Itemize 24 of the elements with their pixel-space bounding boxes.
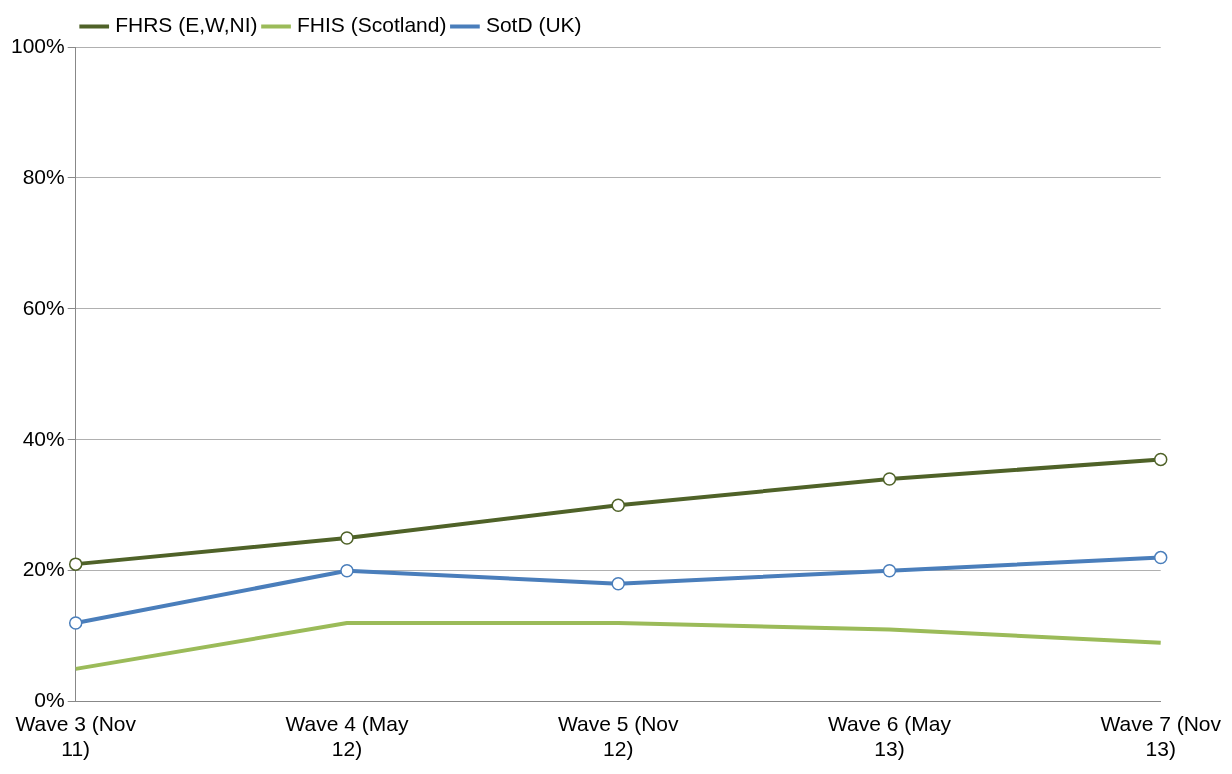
x-tick-label: Wave 4 (May 12) — [285, 712, 409, 761]
point — [340, 563, 354, 578]
legend-label: SotD (UK) — [485, 13, 582, 37]
point — [68, 557, 83, 571]
legend-label: FHRS (E,W,NI) — [115, 13, 258, 37]
y-tick-label: 60% — [22, 295, 65, 319]
y-tick-label: 0% — [34, 688, 65, 712]
y-tick-label: 80% — [22, 164, 65, 188]
x-tick-label: Wave 7 (Nov 13) — [1100, 712, 1222, 761]
y-tick-label: 100% — [10, 33, 65, 57]
point — [340, 531, 354, 545]
y-tick-label: 20% — [22, 557, 65, 581]
point — [1153, 452, 1168, 467]
x-tick-label: Wave 6 (May 13) — [828, 712, 952, 761]
x-tick-label: Wave 3 (Nov 11) — [15, 712, 137, 761]
legend-label: FHIS (Scotland) — [297, 13, 447, 37]
point — [882, 472, 897, 486]
point — [68, 616, 83, 630]
point — [1153, 550, 1168, 565]
y-tick-label: 40% — [22, 426, 65, 450]
x-tick-label: Wave 5 (Nov 12) — [557, 712, 679, 761]
point — [882, 563, 897, 578]
point — [611, 577, 625, 591]
point — [611, 498, 625, 512]
